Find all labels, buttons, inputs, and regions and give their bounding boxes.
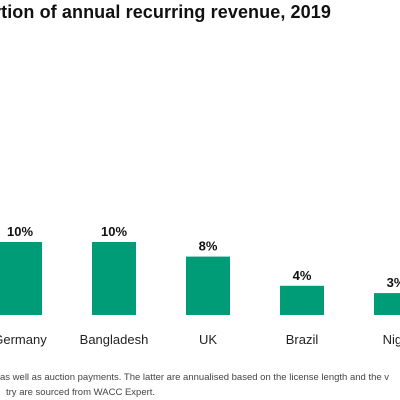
chart-title: rtion of annual recurring revenue, 2019 (0, 2, 331, 22)
category-label-germany: Germany (0, 332, 47, 347)
bars-layer (0, 242, 400, 315)
value-labels-layer: 10% 10% 8% 4% 3% (7, 224, 400, 290)
chart-footnote: as well as auction payments. The latter … (0, 370, 400, 400)
category-label-brazil: Brazil (286, 332, 319, 347)
category-labels-layer: Germany Bangladesh UK Brazil Nige (0, 332, 400, 347)
value-label-bangladesh: 10% (101, 224, 127, 239)
value-label-uk: 8% (199, 239, 218, 254)
category-label-uk: UK (199, 332, 217, 347)
bar-uk (186, 256, 230, 315)
footnote-line-1: as well as auction payments. The latter … (0, 372, 390, 383)
value-label-brazil: 4% (293, 268, 312, 283)
category-label-nige: Nige (383, 332, 400, 347)
value-label-germany: 10% (7, 224, 33, 239)
bar-brazil (280, 285, 324, 315)
value-label-nige: 3% (387, 275, 400, 290)
bar-germany (0, 242, 42, 315)
bar-nige (374, 293, 400, 315)
bar-bangladesh (92, 242, 136, 315)
category-label-bangladesh: Bangladesh (80, 332, 149, 347)
footnote-line-2: try are sourced from WACC Expert. (6, 387, 156, 398)
